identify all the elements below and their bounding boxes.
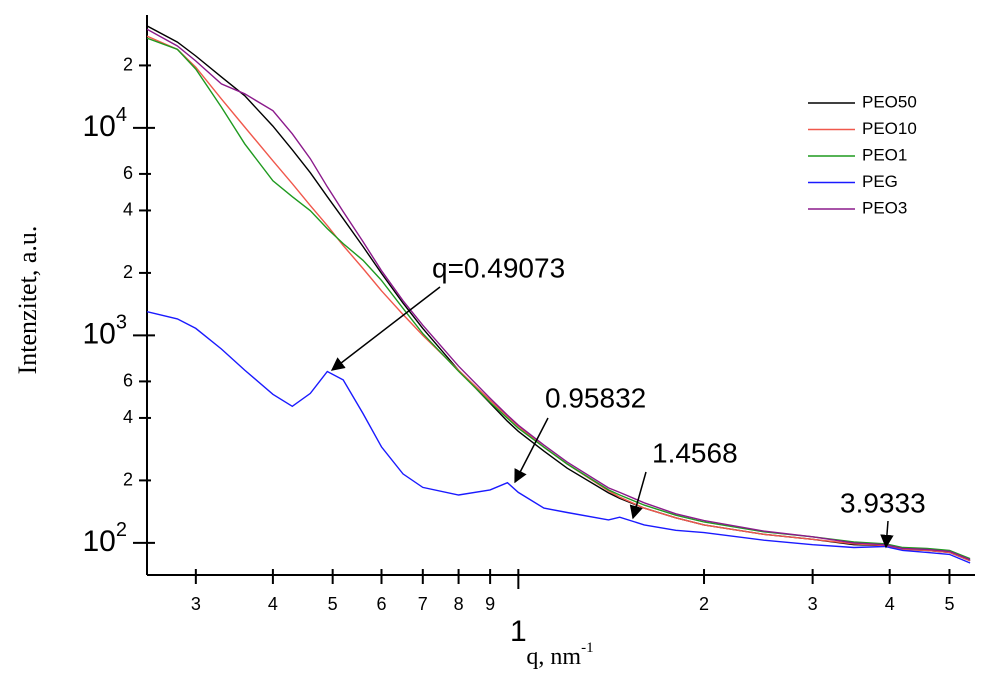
x-tick-label: 3	[808, 594, 818, 614]
y-tick-label: 104	[83, 104, 128, 143]
y-tick-label: 102	[83, 519, 128, 558]
annotation-arrow	[880, 520, 894, 549]
x-tick-label: 5	[328, 594, 338, 614]
y-axis-label: Intenzitet, a.u.	[13, 226, 42, 375]
annotation-arrow	[514, 417, 549, 484]
y-tick-label-text: 2	[123, 469, 133, 489]
y-tick-label-text: 4	[123, 407, 133, 427]
x-tick-label: 4	[885, 594, 895, 614]
x-tick-label: 9	[485, 594, 495, 614]
series-line	[147, 35, 971, 562]
y-tick-label: 6	[123, 163, 133, 183]
y-tick-label-text: 6	[123, 370, 133, 390]
y-tick-label: 2	[123, 469, 133, 489]
x-axis-label: q, nm-1	[526, 640, 593, 669]
y-tick-label-text: 2	[123, 54, 133, 74]
x-tick-label: 8	[454, 594, 464, 614]
legend-label: PEO50	[862, 92, 917, 111]
x-tick-label: 2	[699, 594, 709, 614]
annotation-arrow	[629, 471, 647, 520]
y-tick-label-exp: 2	[116, 519, 127, 541]
series-line	[147, 37, 971, 560]
annotation-arrow	[330, 286, 441, 371]
x-tick-label: 7	[418, 594, 428, 614]
x-tick-label: 4	[268, 594, 278, 614]
series-line	[147, 311, 971, 564]
y-tick-label-text: 6	[123, 163, 133, 183]
y-tick-label: 6	[123, 370, 133, 390]
legend-label: PEO3	[862, 198, 907, 217]
y-tick-label: 103	[83, 312, 128, 351]
annotation: 1.4568	[652, 437, 738, 468]
legend-label: PEO1	[862, 145, 907, 164]
y-tick-label: 2	[123, 54, 133, 74]
annotation: 3.9333	[840, 487, 926, 518]
annotation: 0.95832	[545, 382, 646, 413]
x-tick-label: 6	[377, 594, 387, 614]
annotation: q=0.49073	[432, 252, 565, 283]
x-tick-label: 1	[510, 615, 527, 648]
y-tick-label-text: 10	[83, 110, 116, 143]
series-line	[147, 25, 971, 562]
y-tick-label-text: 10	[83, 525, 116, 558]
y-tick-label-text: 2	[123, 262, 133, 282]
plot-area	[147, 25, 971, 564]
legend-label: PEO10	[862, 119, 917, 138]
x-tick-label: 5	[944, 594, 954, 614]
y-tick-label: 4	[123, 199, 133, 219]
x-tick-label: 3	[191, 594, 201, 614]
y-tick-label: 4	[123, 407, 133, 427]
y-tick-label: 2	[123, 262, 133, 282]
series-line	[147, 28, 971, 561]
y-tick-label-text: 4	[123, 199, 133, 219]
legend-label: PEG	[862, 172, 898, 191]
y-tick-label-exp: 3	[116, 312, 127, 334]
y-tick-label-exp: 4	[116, 104, 127, 126]
y-tick-label-text: 10	[83, 317, 116, 350]
